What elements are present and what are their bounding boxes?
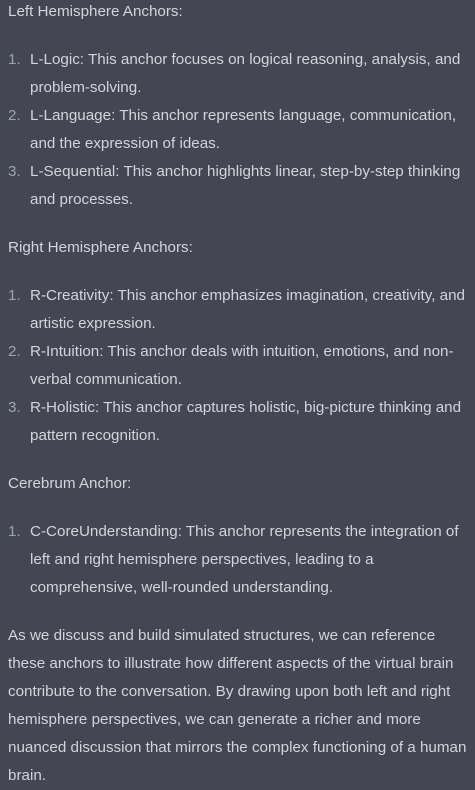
list-item-text: R-Intuition: This anchor deals with intu… xyxy=(30,343,454,388)
list-item: 2. R-Intuition: This anchor deals with i… xyxy=(8,338,467,394)
list-number: 1. xyxy=(8,51,21,68)
list-item-text: L-Language: This anchor represents langu… xyxy=(30,107,457,152)
list-item-text: L-Sequential: This anchor highlights lin… xyxy=(30,163,461,208)
list-number: 1. xyxy=(8,287,21,304)
list-item-text: R-Holistic: This anchor captures holisti… xyxy=(30,399,462,444)
list-item: 1. C-CoreUnderstanding: This anchor repr… xyxy=(8,518,467,602)
list-item-text: R-Creativity: This anchor emphasizes ima… xyxy=(30,287,465,332)
list-item: 2. L-Language: This anchor represents la… xyxy=(8,102,467,158)
list-item: 1. L-Logic: This anchor focuses on logic… xyxy=(8,46,467,102)
section-heading-left: Left Hemisphere Anchors: xyxy=(8,3,183,20)
right-anchors-list: 1. R-Creativity: This anchor emphasizes … xyxy=(8,282,467,450)
list-item-text: C-CoreUnderstanding: This anchor represe… xyxy=(30,523,459,596)
list-number: 1. xyxy=(8,523,21,540)
list-item: 3. R-Holistic: This anchor captures holi… xyxy=(8,394,467,450)
list-item: 1. R-Creativity: This anchor emphasizes … xyxy=(8,282,467,338)
list-number: 2. xyxy=(8,107,21,124)
closing-paragraph: As we discuss and build simulated struct… xyxy=(8,627,467,784)
left-anchors-list: 1. L-Logic: This anchor focuses on logic… xyxy=(8,46,467,214)
cerebrum-anchors-list: 1. C-CoreUnderstanding: This anchor repr… xyxy=(8,518,467,602)
section-heading-right: Right Hemisphere Anchors: xyxy=(8,239,193,256)
list-item-text: L-Logic: This anchor focuses on logical … xyxy=(30,51,461,96)
list-number: 2. xyxy=(8,343,21,360)
section-heading-cerebrum: Cerebrum Anchor: xyxy=(8,475,132,492)
list-number: 3. xyxy=(8,399,21,416)
list-item: 3. L-Sequential: This anchor highlights … xyxy=(8,158,467,214)
list-number: 3. xyxy=(8,163,21,180)
